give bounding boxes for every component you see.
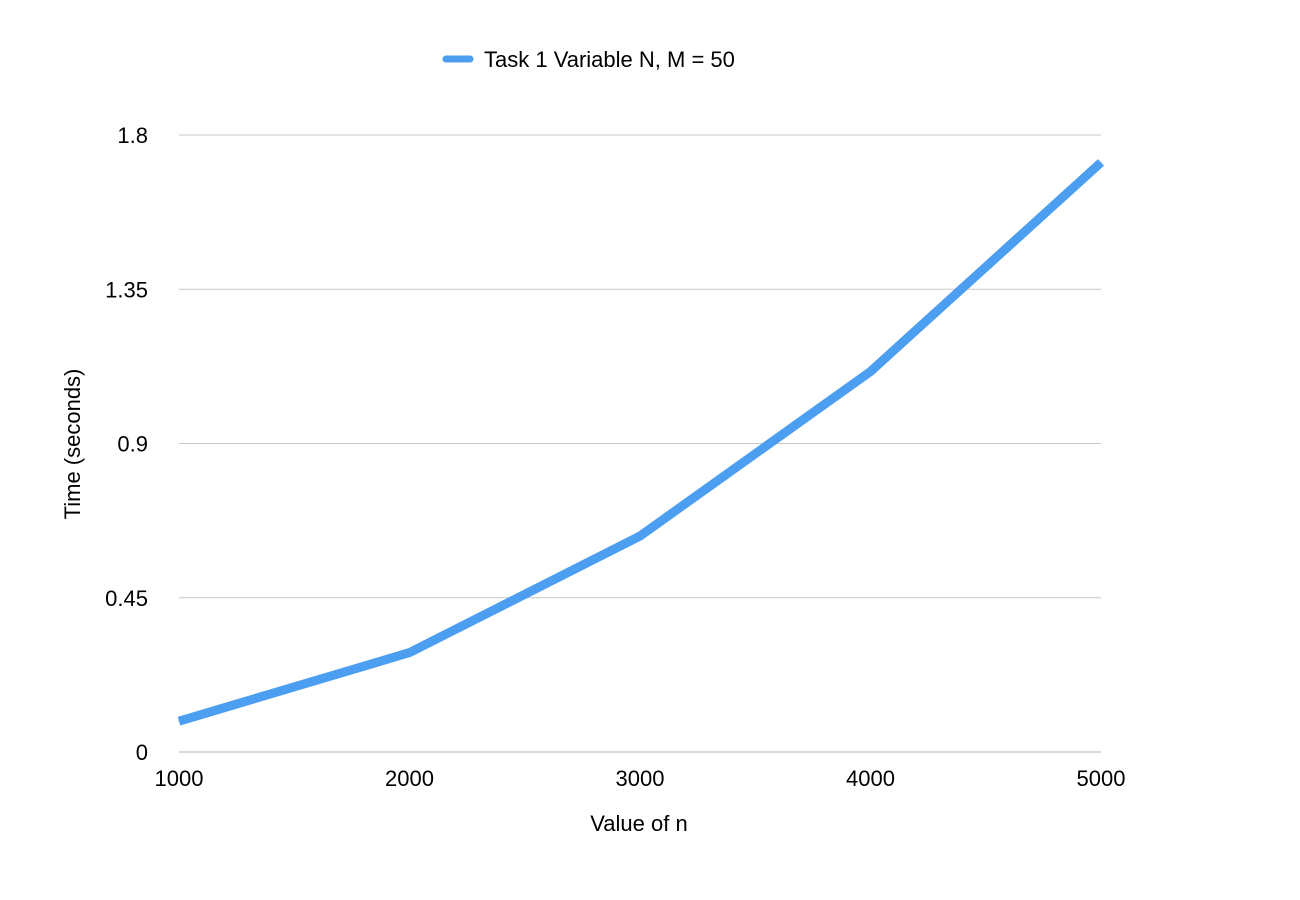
series-line: [177, 159, 1105, 726]
y-tick-label: 0.45: [105, 586, 148, 611]
data-point: [178, 720, 180, 722]
y-tick-label: 1.35: [105, 277, 148, 302]
legend-label: Task 1 Variable N, M = 50: [484, 47, 735, 72]
y-tick-label: 0.9: [117, 432, 148, 457]
x-tick-label: 5000: [1077, 766, 1126, 791]
x-tick-label: 2000: [385, 766, 434, 791]
x-axis-title: Value of n: [590, 811, 687, 836]
gridlines: [179, 134, 1101, 599]
y-axis-ticks: 0 0.45 0.9 1.35 1.8: [105, 123, 148, 765]
x-tick-label: 1000: [155, 766, 204, 791]
data-point: [1100, 161, 1102, 163]
series-layer: [177, 159, 1105, 726]
x-tick-label: 4000: [846, 766, 895, 791]
x-tick-label: 3000: [616, 766, 665, 791]
data-point: [870, 371, 871, 373]
legend: Task 1 Variable N, M = 50: [442, 47, 735, 72]
x-axis-ticks: 1000 2000 3000 4000 5000: [155, 766, 1126, 791]
data-point: [639, 535, 641, 537]
y-axis-title: Time (seconds): [60, 369, 85, 520]
y-tick-label: 1.8: [117, 123, 148, 148]
y-tick-label: 0: [136, 740, 148, 765]
data-point: [409, 652, 410, 654]
